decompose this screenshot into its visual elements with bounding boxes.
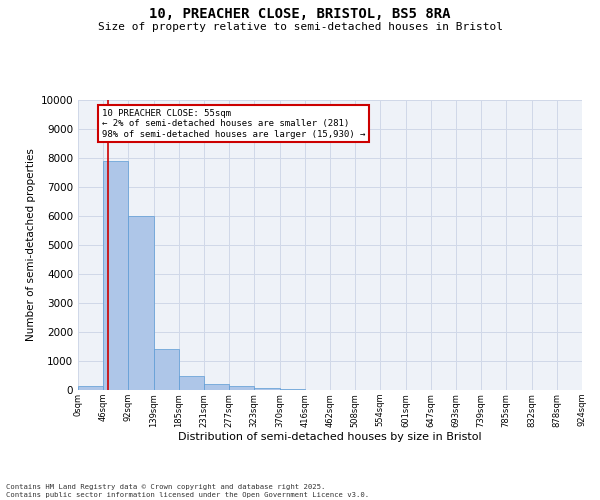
Y-axis label: Number of semi-detached properties: Number of semi-detached properties [26, 148, 37, 342]
X-axis label: Distribution of semi-detached houses by size in Bristol: Distribution of semi-detached houses by … [178, 432, 482, 442]
Text: 10 PREACHER CLOSE: 55sqm
← 2% of semi-detached houses are smaller (281)
98% of s: 10 PREACHER CLOSE: 55sqm ← 2% of semi-de… [102, 108, 365, 138]
Bar [280, 389, 305, 390]
Bar [179, 376, 204, 390]
Bar [204, 384, 229, 390]
Bar [254, 388, 280, 390]
Bar [78, 386, 103, 390]
Bar [229, 386, 254, 390]
Bar [103, 161, 128, 390]
Text: Size of property relative to semi-detached houses in Bristol: Size of property relative to semi-detach… [97, 22, 503, 32]
Bar [128, 216, 154, 390]
Bar [154, 350, 179, 390]
Text: Contains HM Land Registry data © Crown copyright and database right 2025.
Contai: Contains HM Land Registry data © Crown c… [6, 484, 369, 498]
Text: 10, PREACHER CLOSE, BRISTOL, BS5 8RA: 10, PREACHER CLOSE, BRISTOL, BS5 8RA [149, 8, 451, 22]
